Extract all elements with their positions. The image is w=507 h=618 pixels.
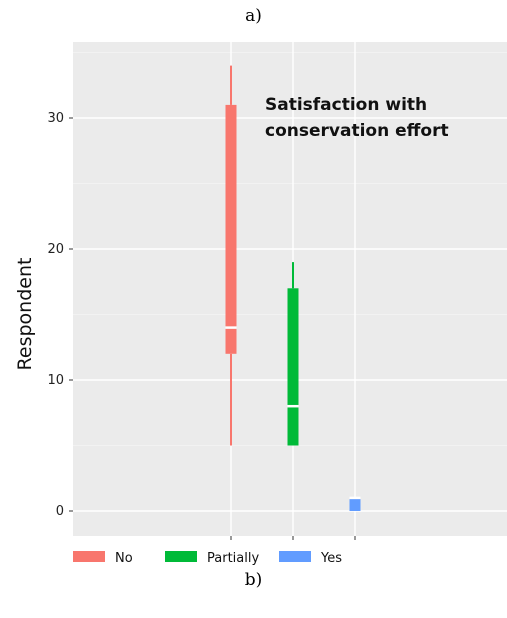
box-no xyxy=(225,65,237,446)
legend: No Partially Yes xyxy=(73,551,342,566)
iqr-box xyxy=(225,104,237,354)
legend-item-yes: Yes xyxy=(279,551,342,566)
caption-bottom: b) xyxy=(244,570,263,590)
legend-item-no: No xyxy=(73,551,133,566)
legend-swatch xyxy=(165,551,197,562)
y-tick-label: 30 xyxy=(47,111,64,126)
iqr-box xyxy=(349,497,361,511)
chart-title-line-2: conservation effort xyxy=(265,121,449,141)
legend-label: Yes xyxy=(320,551,342,566)
box-partially xyxy=(287,262,299,446)
y-axis-label: Respondent xyxy=(14,258,36,371)
legend-item-partially: Partially xyxy=(165,551,259,566)
legend-label: Partially xyxy=(207,551,259,566)
y-axis-ticks: 0 10 20 30 xyxy=(47,111,356,540)
y-tick-label: 20 xyxy=(47,242,64,257)
y-tick-label: 10 xyxy=(47,373,64,388)
box-yes xyxy=(349,496,361,511)
caption-top: a) xyxy=(245,6,262,26)
legend-label: No xyxy=(115,551,133,566)
legend-swatch xyxy=(279,551,311,562)
y-tick-label: 0 xyxy=(56,504,64,519)
iqr-box xyxy=(287,288,299,446)
chart-title-line-1: Satisfaction with xyxy=(265,95,427,115)
boxes xyxy=(225,65,361,511)
legend-swatch xyxy=(73,551,105,562)
